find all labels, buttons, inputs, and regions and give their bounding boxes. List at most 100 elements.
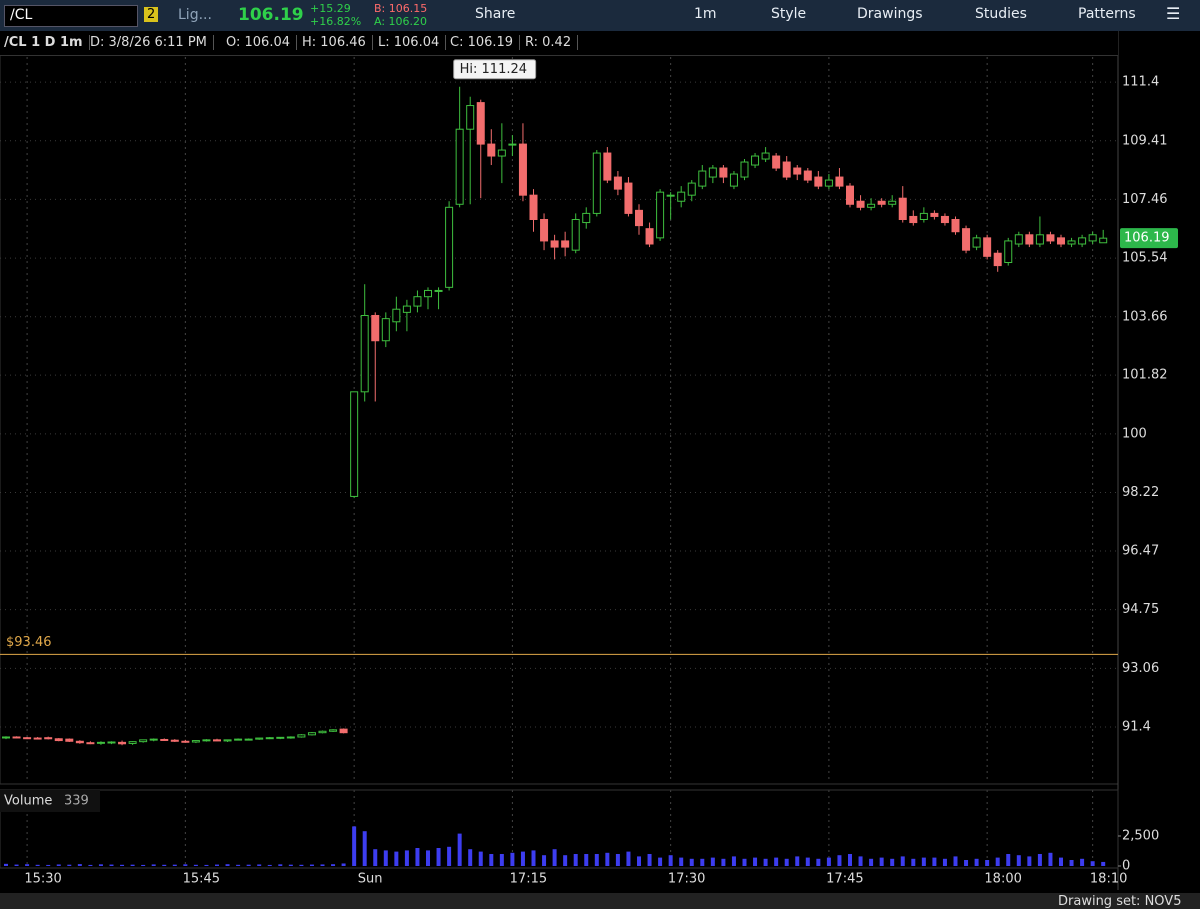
candle-body <box>445 206 454 288</box>
volume-bar <box>215 864 219 866</box>
volume-bar <box>426 850 430 866</box>
toolbar-button[interactable]: Drawings <box>857 6 923 22</box>
volume-bar <box>478 851 483 866</box>
volume-bar <box>552 849 557 866</box>
candle-body <box>223 739 232 742</box>
candle-body <box>12 736 21 739</box>
volume-bar <box>362 831 367 866</box>
volume-bar <box>77 864 82 866</box>
symbol[interactable]: /CL <box>10 7 33 23</box>
toolbar-button[interactable]: Share <box>475 6 516 22</box>
candle-body <box>898 197 907 220</box>
candle-body <box>234 738 243 741</box>
x-tick-label: 17:15 <box>510 872 547 887</box>
volume-bar <box>742 858 747 866</box>
badge[interactable]: 2 <box>144 7 159 22</box>
volume-bar <box>404 850 409 866</box>
candle-body <box>86 742 95 745</box>
candle-body <box>118 741 127 745</box>
volume-bar <box>415 848 420 866</box>
volume-tick-label: 2,500 <box>1122 829 1159 844</box>
candle-body <box>613 176 622 190</box>
volume-bar <box>647 854 652 866</box>
candle-body <box>846 185 854 205</box>
x-tick-label: 18:10 <box>1090 872 1127 887</box>
candle-body <box>96 741 105 744</box>
info-bar: /CL 1 D 1m D: 3/8/26 6:11 PM O: 106.04 H: 1… <box>0 31 1118 56</box>
volume-bar <box>520 851 525 866</box>
candle-body <box>951 218 960 233</box>
volume-bar <box>373 849 378 866</box>
candle-body <box>329 729 338 732</box>
volume-title: Volume <box>4 794 52 809</box>
volume-bar <box>964 860 969 866</box>
volume-bar <box>1090 861 1095 866</box>
volume-bar <box>267 864 272 866</box>
symbol-box[interactable] <box>4 5 138 27</box>
candle-body <box>1088 234 1097 242</box>
drawing-set[interactable]: Drawing set: NOV5 <box>1058 894 1182 909</box>
volume-bar <box>172 864 177 866</box>
candle-body <box>888 200 897 205</box>
candle-body <box>571 218 580 251</box>
menu-icon[interactable]: ☰ <box>1166 4 1181 23</box>
volume-bar <box>605 852 610 866</box>
candle-body <box>339 728 348 734</box>
volume-bar <box>1016 855 1021 866</box>
candle-body <box>1014 234 1023 245</box>
candle-body <box>360 314 369 393</box>
toolbar-button[interactable]: Patterns <box>1078 6 1136 22</box>
candle-body <box>624 182 633 214</box>
volume-bar <box>584 854 589 866</box>
volume-bar <box>25 864 30 866</box>
volume-bar <box>1069 860 1074 866</box>
candle-body <box>255 737 264 740</box>
bid: B: 106.15 <box>374 2 428 15</box>
candle-body <box>181 740 190 743</box>
y-tick-label: 107.46 <box>1122 192 1168 207</box>
volume-bar <box>900 856 905 866</box>
info-item: L: 106.04 <box>378 35 447 50</box>
volume-header <box>0 790 100 812</box>
volume-bar <box>88 864 93 866</box>
volume-bar <box>1101 861 1106 866</box>
footer: Drawing set: NOV5 <box>0 893 1200 909</box>
volume-bar <box>710 857 715 866</box>
toolbar-button[interactable]: Style <box>771 6 807 22</box>
volume-bar <box>341 863 346 866</box>
volume-bar <box>436 848 441 866</box>
y-tick-label: 94.75 <box>1122 602 1159 617</box>
volume-bar <box>151 864 156 866</box>
candle-body <box>740 161 749 178</box>
candle-body <box>44 737 53 740</box>
candle-body <box>772 155 781 169</box>
candle-body <box>656 191 665 239</box>
volume-bar <box>352 826 357 866</box>
candle-body <box>940 215 949 224</box>
change: +15.29 <box>310 2 351 15</box>
volume-bar <box>246 864 251 866</box>
candle-body <box>919 212 928 220</box>
volume-pane <box>0 789 1119 869</box>
volume-bar <box>1037 854 1042 866</box>
x-tick-label: 17:45 <box>826 872 863 887</box>
candle-body <box>381 318 390 342</box>
volume-tick-label: 0 <box>1122 859 1130 874</box>
volume-bar <box>98 864 103 866</box>
volume-bar <box>879 857 884 866</box>
toolbar-button[interactable]: Studies <box>975 6 1027 22</box>
toolbar-button[interactable]: 1m <box>694 6 717 22</box>
candle-body <box>814 176 823 187</box>
candle-body <box>529 194 538 220</box>
candle-body <box>350 391 359 497</box>
candle-body <box>761 152 770 160</box>
volume-bar <box>637 856 641 866</box>
volume-bar <box>626 851 631 866</box>
candle-body <box>392 308 401 323</box>
candle-body <box>677 191 686 202</box>
volume-bar <box>848 854 852 866</box>
volume-bar <box>890 858 895 866</box>
volume-bar <box>689 858 694 866</box>
candle-body <box>867 203 876 208</box>
